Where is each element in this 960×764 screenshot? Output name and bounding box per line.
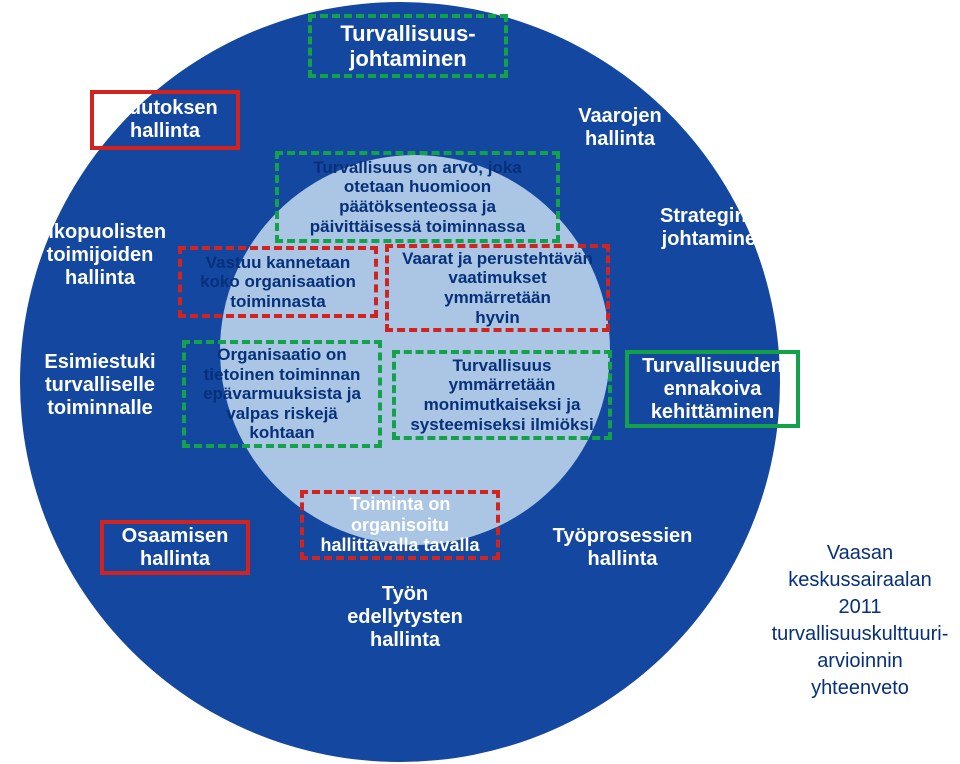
b_ulkop: Ulkopuolisten toimijoiden hallinta [20,215,180,295]
b_vastuu: Vastuu kannetaan koko organisaation toim… [178,246,378,318]
b_vaarat: Vaarat ja perustehtävän vaatimukset ymmä… [385,244,610,332]
b_value: Turvallisuus on arvo, joka otetaan huomi… [275,151,560,243]
footnote-line: turvallisuuskulttuuri- [755,621,960,648]
b_tyopros: Työprosessien hallinta [535,520,710,575]
b_vaarojen: Vaarojen hallinta [555,100,685,155]
footnote-line: keskussairaalan [755,567,960,594]
title-box: Turvallisuus- johtaminen [308,14,508,78]
b_osaam: Osaamisen hallinta [100,520,250,575]
footnote-line: Vaasan [755,540,960,567]
footnote-line: yhteenveto [755,675,960,702]
b_tyon: Työn edellytysten hallinta [325,580,485,655]
b_strateg: Strateginen johtaminen [640,200,790,255]
b_ennakoiva: Turvallisuuden ennakoiva kehittäminen [625,350,800,428]
b_moni: Turvallisuus ymmärretään monimutkaiseksi… [392,350,612,440]
footnote-line: arvioinnin [755,648,960,675]
b_toiminta: Toiminta on organisoitu hallittavalla ta… [300,490,500,560]
footnote: Vaasankeskussairaalan2011turvallisuuskul… [755,540,960,702]
b_org: Organisaatio on tietoinen toiminnan epäv… [182,340,382,448]
footnote-line: 2011 [755,594,960,621]
b_esimies: Esimiestuki turvalliselle toiminnalle [25,345,175,425]
diagram-stage: Turvallisuus- johtaminen Muutoksen hallin… [0,0,960,764]
b_muutoksen: Muutoksen hallinta [90,90,240,150]
